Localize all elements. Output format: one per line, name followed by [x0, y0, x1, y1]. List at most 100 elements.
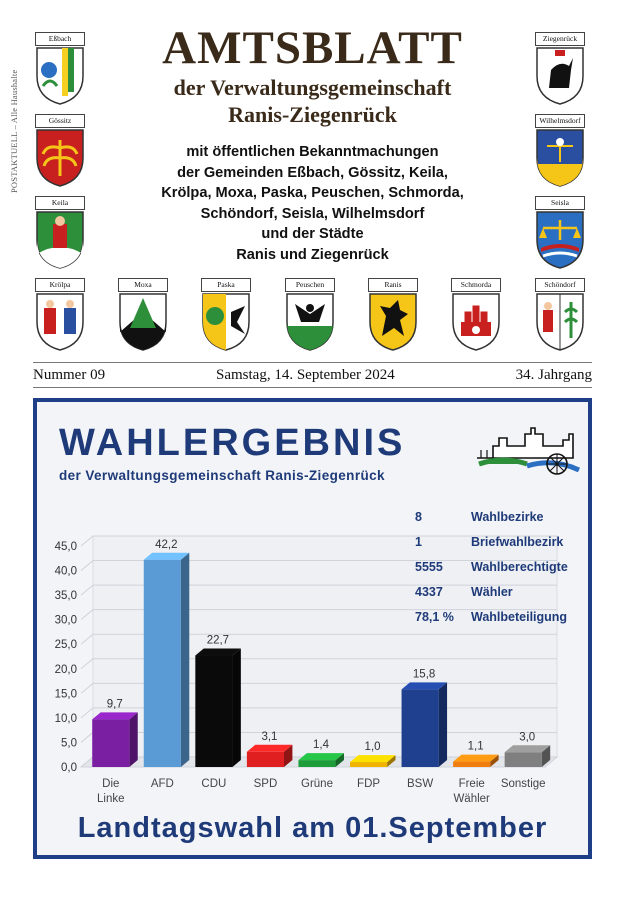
- issue-date: Samstag, 14. September 2024: [216, 367, 395, 383]
- crest-paska: Paska: [198, 276, 254, 354]
- bar: [246, 751, 285, 767]
- gridline: [80, 560, 94, 571]
- side-note: POSTAKTUELL – Alle Haushalte: [6, 30, 20, 200]
- bar: [143, 559, 181, 767]
- masthead-title: AMTSBLATT: [162, 22, 463, 74]
- bar: [504, 752, 542, 767]
- ranis-coat-of-arms-icon: [369, 293, 417, 351]
- category-label: SPD: [254, 778, 278, 790]
- crest-seisla: Seisla: [532, 194, 588, 272]
- category-label: Grüne: [301, 778, 333, 790]
- bar-top: [246, 744, 293, 752]
- bar: [298, 760, 336, 767]
- stat-label: Briefwahlbezirk: [471, 535, 564, 549]
- notice-line: Krölpa, Moxa, Paska, Peuschen, Schmorda,: [161, 185, 464, 201]
- crest-peuschen: Peuschen: [282, 276, 338, 354]
- bar-side: [129, 712, 138, 767]
- bar-side: [387, 755, 396, 767]
- crest-label: Ranis: [368, 278, 418, 292]
- gridline: [80, 732, 94, 743]
- crest-ziegenrueck: Ziegenrück: [532, 30, 588, 108]
- y-tick-label: 5,0: [61, 737, 77, 749]
- castle-logo-icon: [477, 427, 581, 475]
- crest-label: Schöndorf: [535, 278, 585, 292]
- notice-line: Ranis und Ziegenrück: [236, 246, 389, 263]
- masthead-subtitle-2: Ranis-Ziegenrück: [228, 102, 397, 127]
- bar-side: [232, 648, 241, 767]
- side-note-text: POSTAKTUELL – Alle Haushalte: [9, 69, 19, 193]
- bar: [92, 719, 130, 767]
- publication-notice: mit öffentlichen Bekanntmachungen der Ge…: [122, 142, 503, 265]
- crest-label: Peuschen: [285, 278, 335, 292]
- kroelpa-coat-of-arms-icon: [36, 293, 84, 351]
- schmorda-coat-of-arms-icon: [452, 293, 500, 351]
- gridline: [80, 609, 94, 621]
- ziegenrueck-coat-of-arms-icon: [536, 47, 584, 105]
- issue-line: Nummer 09 Samstag, 14. September 2024 34…: [33, 367, 592, 387]
- bar: [453, 761, 491, 767]
- crest-label: Moxa: [118, 278, 168, 292]
- y-tick-label: 0,0: [61, 762, 77, 774]
- gridline: [80, 584, 94, 596]
- crest-ranis: Ranis: [365, 276, 421, 354]
- category-label: Freie: [459, 778, 485, 790]
- crest-schmorda: Schmorda: [448, 276, 504, 354]
- crest-label: Gössitz: [35, 114, 85, 128]
- moxa-coat-of-arms-icon: [119, 293, 167, 351]
- bar-value-label: 42,2: [155, 539, 177, 551]
- divider-bottom: [33, 387, 592, 388]
- bar-top: [504, 745, 551, 753]
- election-result-poster: WAHLERGEBNIS der Verwaltungsgemeinschaft…: [33, 398, 592, 859]
- bar-value-label: 1,4: [313, 739, 330, 751]
- stat-value: 8: [415, 510, 422, 524]
- crest-label: Keila: [35, 196, 85, 210]
- bar-side: [284, 744, 293, 767]
- gridline: [80, 633, 94, 645]
- y-tick-label: 35,0: [55, 590, 77, 602]
- y-tick-label: 25,0: [55, 639, 77, 651]
- crest-label: Ziegenrück: [535, 32, 585, 46]
- paska-coat-of-arms-icon: [202, 293, 250, 351]
- bar-top: [195, 648, 241, 656]
- y-tick-label: 20,0: [55, 664, 77, 676]
- bar: [349, 762, 388, 767]
- bar-top: [453, 754, 499, 762]
- gridline: [80, 682, 94, 694]
- bar-top: [298, 753, 344, 761]
- category-label: FDP: [357, 778, 380, 790]
- category-label: CDU: [201, 778, 226, 790]
- y-tick-label: 10,0: [55, 713, 77, 725]
- y-tick-label: 45,0: [55, 541, 77, 553]
- poster-title: WAHLERGEBNIS: [59, 422, 406, 464]
- poster-subtitle: der Verwaltungsgemeinschaft Ranis-Ziegen…: [59, 468, 385, 483]
- bar-side: [180, 552, 190, 767]
- y-tick-label: 40,0: [55, 566, 77, 578]
- divider-top: [33, 362, 592, 363]
- keila-coat-of-arms-icon: [36, 211, 84, 269]
- bar-side: [438, 682, 448, 767]
- crest-wilhelmsdorf: Wilhelmsdorf: [532, 112, 588, 190]
- bar-value-label: 3,0: [519, 731, 535, 743]
- notice-line: der Gemeinden Eßbach, Gössitz, Keila,: [177, 164, 448, 181]
- notice-line: und der Städte: [261, 226, 364, 242]
- stat-label: Wahlberechtigte: [471, 560, 568, 574]
- bar: [401, 689, 439, 767]
- crest-moxa: Moxa: [115, 276, 171, 354]
- crest-label: Schmorda: [451, 278, 501, 292]
- bar-top: [401, 682, 448, 690]
- gridline: [80, 535, 94, 547]
- crest-label: Paska: [201, 278, 251, 292]
- category-label: BSW: [407, 778, 433, 790]
- bar: [195, 655, 233, 767]
- bar-top: [143, 552, 190, 560]
- bar-value-label: 1,1: [468, 741, 484, 753]
- stat-label: Wahlbezirke: [471, 510, 544, 524]
- bar-side: [335, 753, 344, 767]
- election-bar-chart: 0,0 5,0 10,0 15,0 20,0 25,0 30,0 35,0 40,0 45,0 9,…: [55, 535, 559, 805]
- y-tick-label: 15,0: [55, 688, 77, 700]
- category-label: Sonstige: [501, 778, 546, 790]
- bar-value-label: 3,1: [261, 731, 277, 743]
- bar-value-label: 15,8: [413, 668, 435, 680]
- crest-label: Wilhelmsdorf: [535, 114, 585, 128]
- y-tick-label: 30,0: [55, 615, 77, 627]
